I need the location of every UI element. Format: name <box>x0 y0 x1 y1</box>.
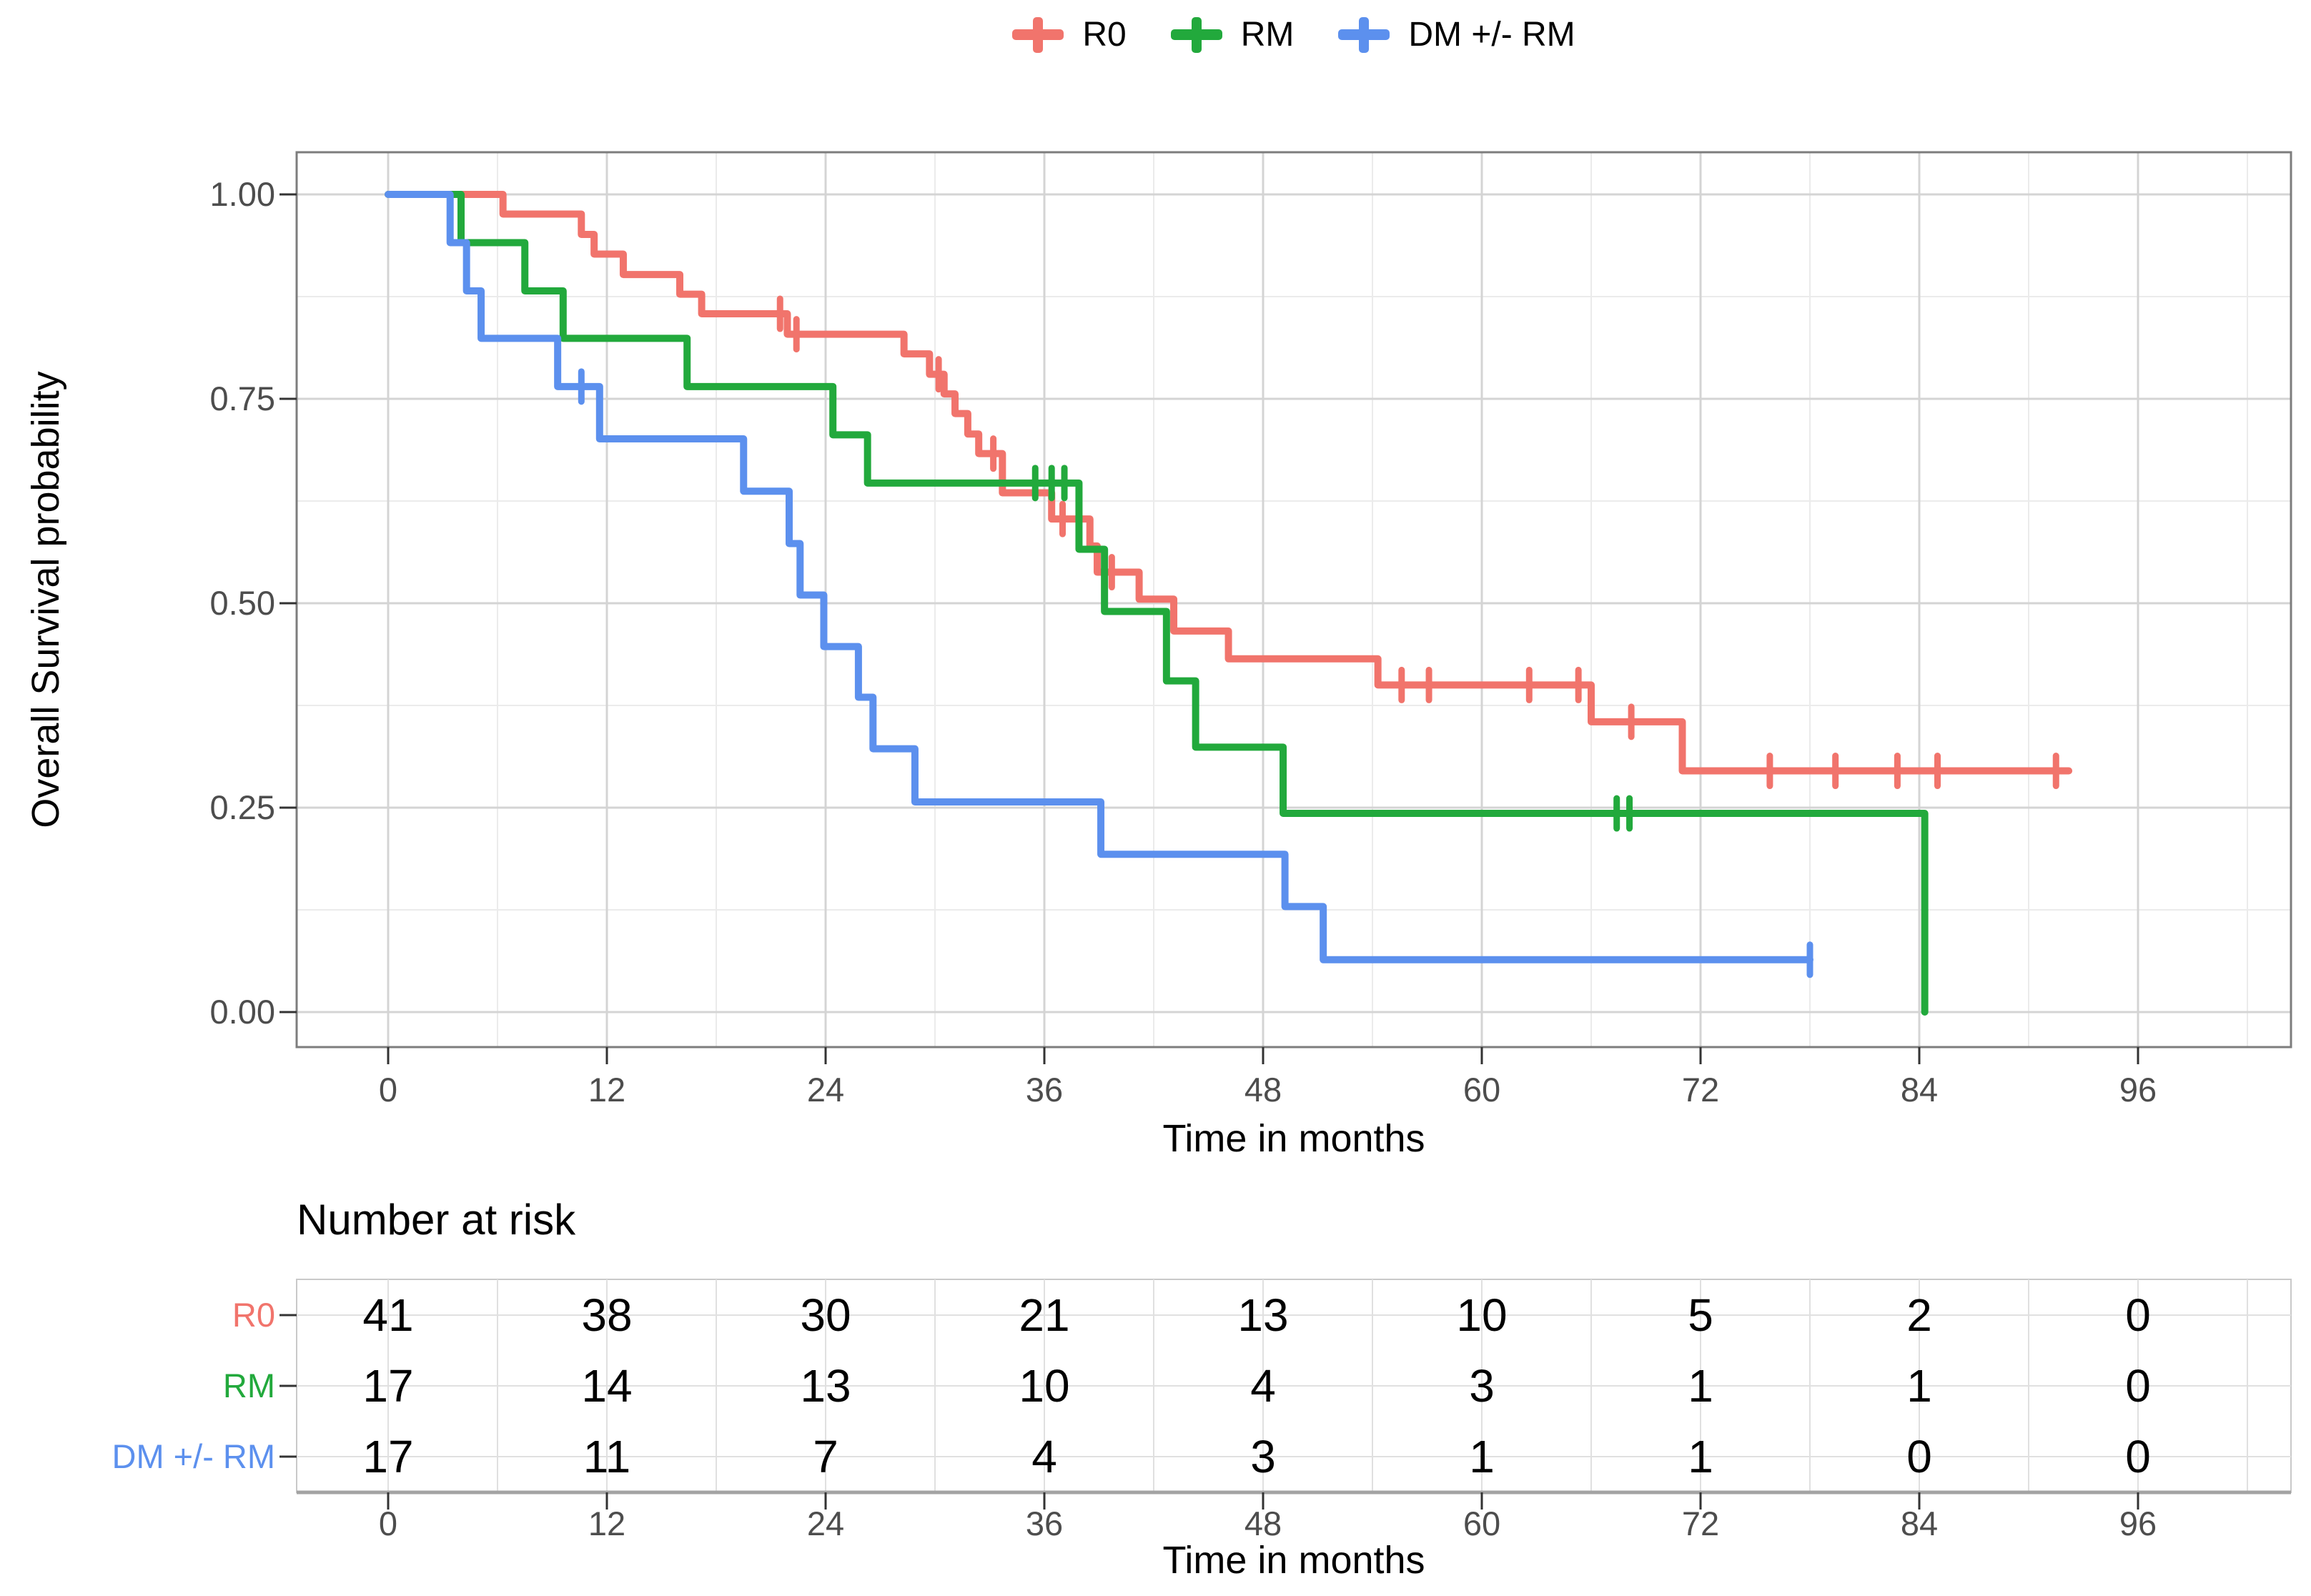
legend: R0 RM DM +/- RM <box>297 7 2291 63</box>
x-tick-label: 0 <box>378 1071 398 1109</box>
survival-curve-r0 <box>385 191 2073 775</box>
risk-count: 7 <box>813 1431 838 1482</box>
legend-label-r0: R0 <box>1082 16 1127 54</box>
risk-x-tick-label: 72 <box>1681 1505 1720 1542</box>
y-tick-label: 1.00 <box>209 175 275 213</box>
risk-count: 38 <box>581 1289 633 1341</box>
survival-curve-dm-rm <box>385 191 1813 963</box>
y-tick-label: 0.75 <box>209 380 275 417</box>
censor-marks-rm <box>1031 465 1633 832</box>
legend-item-r0: R0 <box>1012 9 1127 61</box>
risk-count: 1 <box>1688 1431 1713 1482</box>
legend-item-rm: RM <box>1170 9 1295 61</box>
x-tick-label: 36 <box>1025 1071 1064 1109</box>
risk-row-label-rm: RM <box>222 1367 275 1404</box>
risk-x-tick-label: 60 <box>1463 1505 1501 1542</box>
legend-label-rm: RM <box>1240 16 1295 54</box>
risk-count: 0 <box>2125 1431 2151 1482</box>
legend-plus-icon-r0 <box>1012 17 1064 53</box>
risk-x-tick-label: 12 <box>588 1505 626 1542</box>
survival-curves <box>385 191 2073 1016</box>
risk-count: 41 <box>362 1289 414 1341</box>
risk-count: 0 <box>2125 1360 2151 1412</box>
risk-count: 1 <box>1688 1360 1713 1412</box>
risk-x-tick-label: 36 <box>1025 1505 1064 1542</box>
risk-count: 2 <box>1906 1289 1932 1341</box>
risk-count: 10 <box>1456 1289 1508 1341</box>
risk-count: 13 <box>800 1360 851 1412</box>
risk-count: 3 <box>1469 1360 1495 1412</box>
risk-x-tick-label: 24 <box>806 1505 845 1542</box>
risk-row-label-r0: R0 <box>232 1296 275 1334</box>
risk-row-label-dm-rm: DM +/- RM <box>112 1437 275 1475</box>
risk-count: 30 <box>800 1289 851 1341</box>
risk-count: 5 <box>1688 1289 1713 1341</box>
legend-plus-icon-dm-rm <box>1338 17 1390 53</box>
x-tick-label: 96 <box>2119 1071 2157 1109</box>
x-axis-title: Time in months <box>1162 1117 1425 1160</box>
risk-count: 10 <box>1019 1360 1070 1412</box>
gridlines-minor <box>297 152 2291 1047</box>
x-tick-label: 12 <box>588 1071 626 1109</box>
panel-border <box>295 151 2292 1049</box>
x-tick-label: 48 <box>1244 1071 1282 1109</box>
y-axis-title: Overall Survival probability <box>24 371 67 828</box>
risk-count: 3 <box>1250 1431 1276 1482</box>
risk-count: 0 <box>2125 1289 2151 1341</box>
censor-marks-r0 <box>776 295 2059 790</box>
risk-count: 4 <box>1250 1360 1276 1412</box>
risk-x-tick-label: 84 <box>1900 1505 1939 1542</box>
gridlines-major <box>297 152 2291 1047</box>
risk-count: 17 <box>362 1360 414 1412</box>
y-tick-label: 0.00 <box>209 993 275 1031</box>
risk-table-x-axis-title: Time in months <box>1162 1539 1425 1582</box>
x-tick-label: 72 <box>1681 1071 1720 1109</box>
risk-count: 13 <box>1237 1289 1289 1341</box>
x-tick-label: 24 <box>806 1071 845 1109</box>
risk-count: 4 <box>1031 1431 1057 1482</box>
risk-count: 0 <box>1906 1431 1932 1482</box>
risk-count: 1 <box>1469 1431 1495 1482</box>
risk-count: 1 <box>1906 1360 1932 1412</box>
survival-curve-rm <box>385 191 1929 1016</box>
risk-count: 21 <box>1019 1289 1070 1341</box>
censor-marks-dm-rm <box>578 368 1813 978</box>
legend-item-dm-rm: DM +/- RM <box>1338 9 1575 61</box>
risk-count: 11 <box>583 1431 631 1482</box>
risk-x-tick-label: 0 <box>378 1505 398 1542</box>
risk-x-tick-label: 48 <box>1244 1505 1282 1542</box>
risk-table-title: Number at risk <box>297 1196 576 1244</box>
risk-count: 17 <box>362 1431 414 1482</box>
y-tick-label: 0.25 <box>209 788 275 826</box>
legend-plus-icon-rm <box>1170 17 1222 53</box>
risk-table-panel <box>296 1279 2292 1495</box>
legend-label-dm-rm: DM +/- RM <box>1408 16 1575 54</box>
risk-x-tick-label: 96 <box>2119 1505 2157 1542</box>
x-tick-label: 60 <box>1463 1071 1501 1109</box>
risk-count: 14 <box>581 1360 633 1412</box>
axis-ticks <box>279 193 2139 1510</box>
y-tick-label: 0.50 <box>209 584 275 622</box>
x-tick-label: 84 <box>1900 1071 1939 1109</box>
